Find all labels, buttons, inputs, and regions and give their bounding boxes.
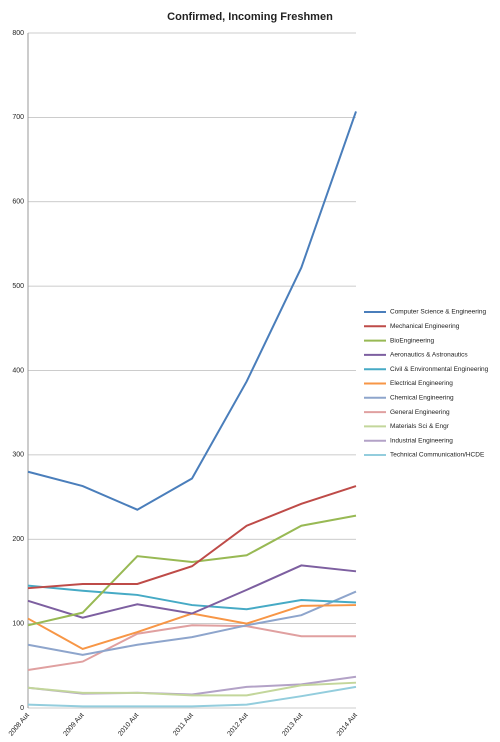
x-tick-label: 2012 Aut (226, 712, 249, 738)
x-tick-label: 2013 Aut (281, 712, 304, 738)
legend-label: Technical Communication/HCDE (390, 452, 485, 459)
legend-label: Chemical Engineering (390, 395, 454, 402)
y-tick-label: 500 (12, 283, 24, 290)
legend-label: Electrical Engineering (390, 380, 453, 387)
y-tick-label: 0 (20, 705, 24, 712)
line-series (27, 485, 357, 590)
line-series (27, 514, 357, 627)
line-series (27, 564, 357, 619)
x-tick-label: 2011 Aut (172, 712, 195, 737)
legend-label: General Engineering (390, 409, 450, 416)
y-tick-label: 400 (12, 367, 24, 374)
line-series (27, 685, 357, 708)
y-tick-label: 800 (12, 30, 24, 37)
x-tick-label: 2010 Aut (117, 712, 140, 738)
legend-label: BioEngineering (390, 337, 434, 344)
line-series (27, 604, 357, 651)
line-series (27, 584, 357, 611)
y-tick-label: 600 (12, 199, 24, 206)
x-tick-label: 2014 Aut (336, 712, 359, 738)
legend-label: Industrial Engineering (390, 437, 453, 444)
y-tick-label: 200 (12, 536, 24, 543)
line-series (27, 111, 357, 511)
line-series (27, 624, 356, 672)
x-tick-label: 2009 Aut (62, 712, 85, 738)
x-tick-label: 2008 Aut (8, 712, 31, 738)
legend-label: Materials Sci & Engr (390, 423, 450, 430)
legend-label: Mechanical Engineering (390, 323, 460, 330)
line-series (27, 590, 357, 656)
chart-title: Confirmed, Incoming Freshmen (167, 11, 333, 23)
y-tick-label: 700 (12, 114, 24, 121)
legend-label: Computer Science & Engineering (390, 309, 486, 316)
legend-label: Aeronautics & Astronautics (390, 352, 468, 359)
y-tick-label: 300 (12, 452, 24, 459)
y-tick-label: 100 (12, 620, 24, 627)
legend-label: Civil & Environmental Engineering (390, 366, 489, 373)
line-series (27, 681, 357, 697)
